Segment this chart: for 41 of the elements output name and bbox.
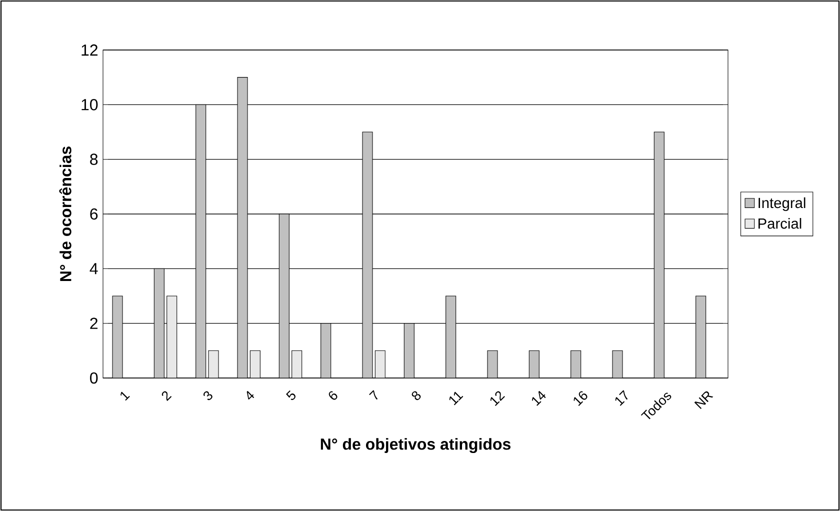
bar bbox=[570, 350, 582, 378]
x-tick-label: 6 bbox=[328, 391, 338, 400]
x-tick-label: 3 bbox=[203, 391, 212, 400]
x-tick-label: 14 bbox=[532, 390, 546, 406]
bar bbox=[292, 350, 302, 378]
y-tick-label: 0 bbox=[90, 372, 98, 384]
x-tick-label: 1 bbox=[120, 392, 130, 401]
x-tick-label: 8 bbox=[412, 391, 421, 400]
bar bbox=[250, 350, 260, 378]
y-tick-label: 6 bbox=[90, 208, 98, 220]
bar bbox=[154, 268, 164, 378]
x-tick-label: 12 bbox=[490, 391, 505, 406]
bar bbox=[320, 323, 332, 378]
x-tick-label: 2 bbox=[162, 391, 172, 401]
y-tick-label: 12 bbox=[82, 44, 98, 56]
y-tick-label: 2 bbox=[90, 318, 98, 329]
y-axis-title: N° de ocorrências bbox=[59, 146, 72, 282]
y-tick-label: 10 bbox=[82, 99, 98, 110]
legend-label: Parcial bbox=[758, 218, 802, 229]
bar bbox=[237, 77, 248, 378]
bar bbox=[654, 132, 664, 378]
legend-label: Integral bbox=[758, 197, 806, 212]
x-tick-label: 4 bbox=[246, 390, 254, 400]
bar bbox=[404, 323, 414, 378]
x-tick-label: 5 bbox=[286, 390, 296, 400]
bar bbox=[696, 296, 706, 378]
y-tick-label: 8 bbox=[90, 154, 98, 165]
bar bbox=[362, 132, 373, 378]
bar bbox=[196, 104, 206, 378]
y-tick-label: 4 bbox=[90, 263, 98, 274]
bar bbox=[278, 214, 290, 378]
bar bbox=[166, 296, 178, 378]
x-axis-title: N° de objetivos atingidos bbox=[320, 438, 510, 454]
x-tick-label: NR bbox=[694, 391, 714, 409]
x-tick-label: 17 bbox=[615, 390, 628, 406]
x-tick-label: 7 bbox=[369, 390, 378, 400]
bar bbox=[374, 350, 386, 378]
x-tick-label: 16 bbox=[574, 391, 588, 406]
bar bbox=[528, 350, 540, 378]
bar bbox=[446, 296, 456, 378]
x-tick-label: 11 bbox=[449, 392, 464, 406]
